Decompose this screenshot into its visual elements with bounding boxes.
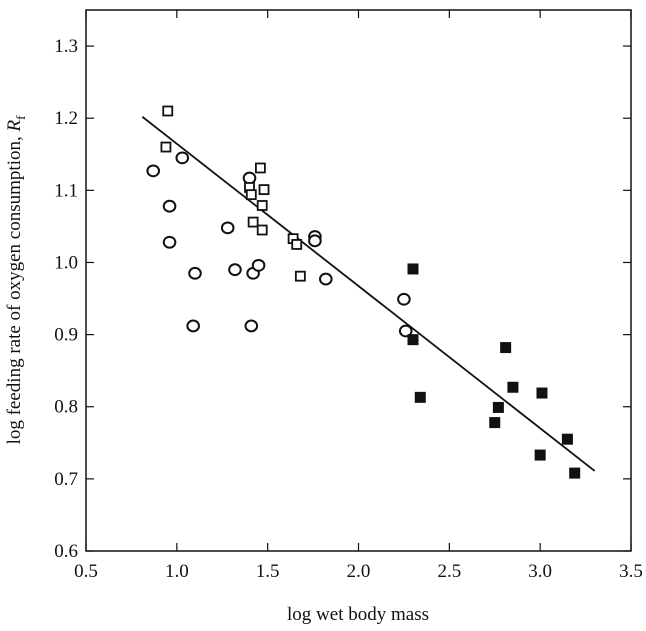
x-tick-label: 1.5 — [256, 561, 280, 582]
open-square-point — [247, 216, 259, 228]
open-circle-point — [175, 151, 190, 165]
filled-square-point — [407, 334, 419, 346]
x-tick-label: 2.5 — [437, 561, 461, 582]
open-circle-point — [251, 258, 266, 272]
filled-square-point — [569, 467, 581, 479]
open-square-point — [245, 189, 257, 201]
open-circle-point — [188, 266, 202, 280]
open-square-point — [291, 239, 303, 250]
x-tick-label: 0.5 — [74, 561, 98, 582]
open-square-point — [256, 200, 268, 211]
y-axis-label-text: log feeding rate of oxygen consumption, — [4, 132, 25, 445]
open-circle-point — [319, 272, 333, 286]
open-circle-point — [228, 263, 242, 277]
filled-square-point — [536, 387, 548, 399]
open-circle-point — [186, 319, 200, 333]
open-square-point — [294, 270, 306, 282]
open-circle-point — [244, 319, 259, 333]
open-square-point — [258, 184, 270, 196]
y-tick-label: 1.2 — [54, 108, 78, 129]
filled-square-point — [561, 433, 573, 445]
open-circle-point — [308, 234, 322, 248]
plot-frame — [85, 9, 632, 552]
x-axis-label: log wet body mass — [287, 604, 429, 625]
filled-square-point — [414, 391, 426, 403]
filled-square-point — [489, 417, 501, 429]
open-square-point — [160, 141, 172, 153]
x-tick-label: 2.0 — [347, 561, 371, 582]
tick-labels: 0.5 1.0 1.5 2.0 2.5 3.0 3.5 0.6 0.7 0.8 0.9 1.0 1.1 1… — [54, 36, 643, 582]
open-square-point — [162, 105, 174, 117]
open-circle-point — [397, 292, 411, 306]
x-tick-label: 3.5 — [619, 561, 643, 582]
open-circle-point — [162, 199, 177, 213]
filled-square-point — [407, 263, 419, 275]
y-tick-label: 0.9 — [54, 325, 78, 346]
y-tick-label: 1.3 — [54, 36, 78, 57]
y-axis-label-subscript: f — [13, 115, 28, 120]
open-circle-point — [146, 164, 161, 178]
open-circle-point — [162, 235, 177, 249]
y-tick-label: 1.0 — [54, 252, 78, 273]
filled-square-point — [507, 381, 519, 393]
x-tick-label: 3.0 — [528, 561, 552, 582]
regression-line — [141, 116, 596, 472]
y-axis-label: log feeding rate of oxygen consumption, … — [4, 115, 28, 445]
open-square-point — [254, 162, 266, 174]
open-circle-point — [220, 221, 235, 235]
filled-square-point — [492, 401, 504, 413]
y-tick-label: 0.7 — [54, 469, 78, 490]
open-square-point — [256, 224, 268, 236]
y-tick-label: 0.8 — [54, 397, 78, 418]
x-tick-label: 1.0 — [165, 561, 189, 582]
y-tick-label: 1.1 — [54, 180, 78, 201]
open-circle-point — [398, 324, 413, 338]
data-points — [146, 105, 581, 479]
filled-square-point — [500, 342, 512, 354]
axis-ticks — [85, 10, 632, 552]
y-axis-label-symbol: R — [4, 120, 25, 133]
y-tick-label: 0.6 — [54, 541, 78, 562]
filled-square-point — [534, 449, 546, 461]
open-circle-point — [242, 171, 257, 185]
